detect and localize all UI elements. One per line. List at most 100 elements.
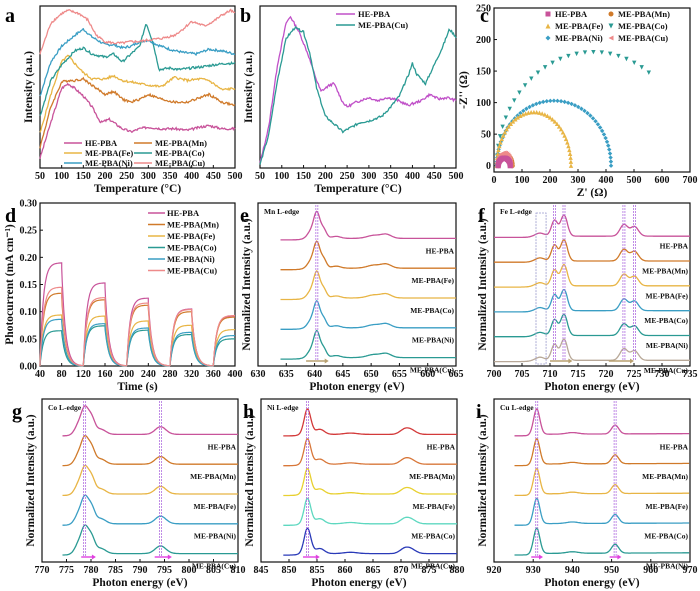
- y-tick-label: 0.10: [20, 307, 38, 318]
- y-tick-label: 250: [476, 4, 491, 15]
- x-axis-label: Photon energy (eV): [309, 381, 404, 393]
- legend-entry: ME-PBA(Ni): [167, 254, 215, 264]
- x-tick-label: 250: [119, 171, 134, 182]
- panel-label: i: [476, 401, 482, 423]
- shift-arrow-head: [324, 358, 329, 364]
- x-tick-label: 940: [565, 565, 580, 576]
- data-point: [569, 101, 574, 107]
- spectrum-line-ME-PBA(Mn): [494, 239, 690, 263]
- series-line-ME-PBA(Ni): [39, 318, 235, 367]
- x-tick-label: 870: [394, 565, 409, 576]
- legend-entry: ME-PBA(Fe): [167, 231, 215, 241]
- y-tick-label: 0: [486, 161, 491, 172]
- data-point: [606, 143, 611, 148]
- sample-label: ME-PBA(Cu): [644, 366, 689, 375]
- data-point: [541, 99, 546, 105]
- data-point: [624, 56, 629, 62]
- data-point: [558, 56, 563, 62]
- y-axis-label: Intensity (a.u.): [243, 51, 255, 123]
- data-point: [518, 110, 523, 116]
- x-tick-label: 40: [35, 369, 45, 380]
- x-tick-label: 730: [655, 369, 670, 380]
- y-tick-label: 0.30: [20, 199, 38, 210]
- data-point: [608, 35, 614, 41]
- panel-d: d 40 80 120 160 200 240 280 320 360 400 Time (s) Pho…: [4, 199, 243, 394]
- legend-entry: ME-PBA(Ni): [555, 33, 603, 43]
- x-tick-label: 280: [163, 369, 178, 380]
- legend-entry: ME-PBA(Mn): [618, 9, 670, 19]
- data-point: [579, 106, 584, 111]
- data-point: [534, 101, 539, 107]
- spectrum-line-ME-PBA(Fe): [514, 467, 690, 497]
- x-tick-label: 800: [182, 565, 197, 576]
- x-tick-label: 775: [59, 565, 74, 576]
- x-tick-label: 715: [571, 369, 586, 380]
- panel-f: f 700 705 710 715 720 725 730 735 Photon energy (…: [477, 202, 698, 393]
- shift-arrow-head: [167, 554, 172, 560]
- data-point: [507, 106, 512, 112]
- spectrum-line-ME-PBA(Co): [514, 497, 690, 526]
- data-point: [576, 104, 581, 110]
- x-tick-label: 100: [274, 171, 289, 182]
- sample-label: ME-PBA(Cu): [192, 562, 237, 571]
- data-point: [524, 106, 529, 111]
- series-line-ME-PBA(Mn): [39, 76, 236, 149]
- legend-entry: ME-PBA(Fe): [85, 148, 133, 158]
- data-point: [567, 151, 573, 156]
- sample-label: ME-PBA(Ni): [194, 532, 237, 541]
- x-tick-label: 920: [487, 565, 502, 576]
- x-tick-label: 0: [492, 175, 497, 186]
- y-tick-label: 0.00: [20, 362, 38, 373]
- x-tick-label: 645: [335, 369, 350, 380]
- data-point: [565, 140, 570, 145]
- panel-e: e 630 635 640 645 650 655 660 665 Photon energy (…: [240, 202, 464, 393]
- panel-label: c: [480, 5, 489, 27]
- x-tick-label: 930: [526, 565, 541, 576]
- shift-arrow-head: [315, 554, 320, 560]
- series-line-ME-PBA(Cu): [259, 25, 457, 165]
- x-tick-label: 200: [543, 175, 558, 186]
- x-axis-label: Photon energy (eV): [544, 577, 639, 589]
- legend-entry: HE-PBA: [555, 9, 588, 19]
- spectrum-line-ME-PBA(Co): [280, 270, 456, 301]
- spectrum-line-ME-PBA(Co): [494, 288, 690, 313]
- x-tick-label: 970: [683, 565, 698, 576]
- legend-entry: ME-PBA(Co): [155, 148, 205, 158]
- legend-entry: ME-PBA(Mn): [155, 138, 207, 148]
- x-tick-label: 655: [392, 369, 407, 380]
- sample-label: HE-PBA: [660, 242, 689, 251]
- data-point: [539, 111, 545, 116]
- y-tick-label: 150: [476, 67, 491, 78]
- x-tick-label: 855: [310, 565, 325, 576]
- data-point: [534, 110, 539, 115]
- x-tick-label: 860: [338, 565, 353, 576]
- x-tick-label: 720: [599, 369, 614, 380]
- series-line-ME-PBA(Fe): [39, 54, 236, 133]
- data-point: [608, 23, 614, 29]
- sample-label: HE-PBA: [660, 442, 689, 451]
- data-point: [597, 125, 603, 130]
- legend-entry: ME-PBA(Cu): [358, 20, 408, 30]
- x-tick-label: 50: [255, 171, 265, 182]
- data-point: [506, 124, 511, 129]
- spectrum-line-ME-PBA(Cu): [280, 329, 456, 360]
- data-point: [498, 140, 503, 145]
- y-axis-label: -Z'' (Ω): [458, 71, 470, 109]
- x-tick-label: 500: [228, 171, 243, 182]
- series-line-HE-PBA: [39, 82, 236, 160]
- data-point: [550, 117, 555, 122]
- data-point: [601, 132, 607, 137]
- data-point: [535, 70, 541, 75]
- data-point: [510, 119, 516, 124]
- x-tick-label: 725: [627, 369, 642, 380]
- data-point: [537, 110, 542, 115]
- x-tick-label: 100: [54, 171, 69, 182]
- data-point: [572, 103, 578, 108]
- data-point: [545, 11, 551, 17]
- data-point: [567, 147, 572, 153]
- data-point: [563, 136, 569, 142]
- highlight-box: [535, 212, 547, 365]
- x-tick-label: 600: [655, 175, 670, 186]
- x-tick-label: 150: [76, 171, 91, 182]
- data-point: [545, 113, 550, 118]
